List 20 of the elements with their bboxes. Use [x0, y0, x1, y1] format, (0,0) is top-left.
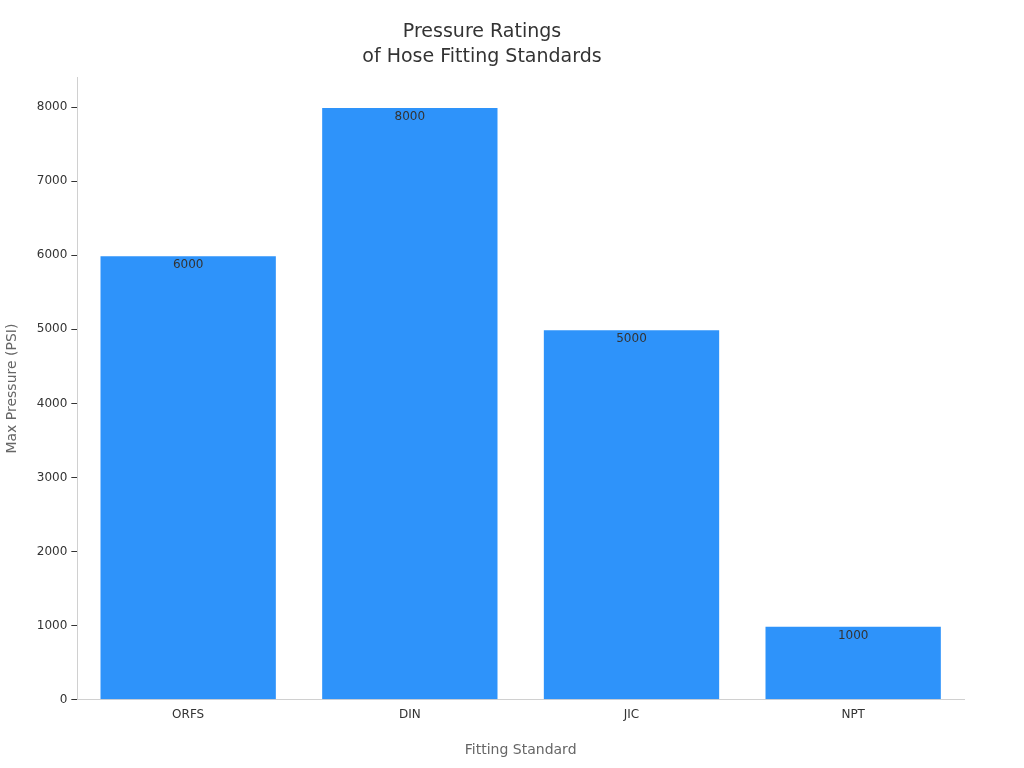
- chart-title: Pressure Ratings of Hose Fitting Standards: [362, 19, 602, 66]
- y-tick-label: 0: [59, 691, 68, 706]
- x-axis-title: Fitting Standard: [464, 741, 577, 758]
- x-tick-label: NPT: [841, 707, 866, 722]
- data-label: 1000: [837, 627, 869, 642]
- data-label: 6000: [172, 257, 204, 272]
- y-tick-label: 2000: [36, 543, 68, 558]
- y-tick-label: 5000: [36, 321, 68, 336]
- y-tick-label: 3000: [36, 469, 68, 484]
- x-tick-label: ORFS: [172, 707, 205, 722]
- y-axis-title: Max Pressure (PSI): [3, 323, 20, 454]
- data-label: 5000: [616, 331, 647, 346]
- y-tick-label: 8000: [36, 99, 68, 114]
- y-tick-label: 1000: [36, 617, 68, 632]
- x-tick-label: DIN: [398, 707, 421, 722]
- x-tick-label: JIC: [622, 707, 640, 722]
- y-tick-label: 7000: [36, 173, 68, 188]
- y-tick-label: 6000: [36, 247, 68, 262]
- data-label: 8000: [394, 109, 426, 124]
- y-tick-label: 4000: [36, 395, 68, 410]
